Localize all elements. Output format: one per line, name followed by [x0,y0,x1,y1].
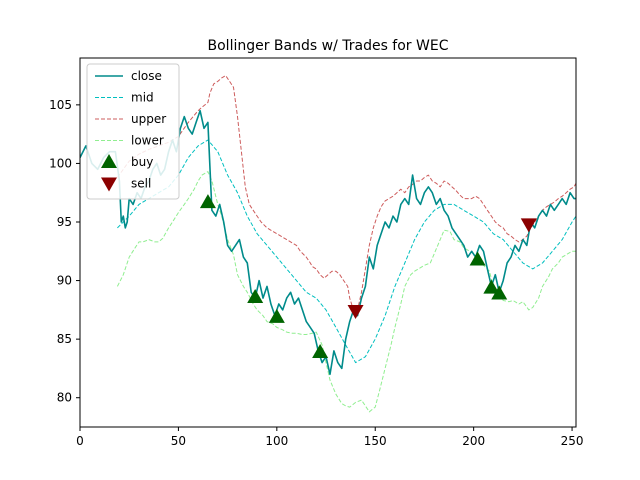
series-mid-line [117,139,576,364]
x-axis: 0 50 100 150 200 250 [76,427,584,448]
series-lower-line [116,171,576,413]
legend-swatch-sell [101,177,117,192]
buy-marker [199,194,216,209]
y-tick-label: 105 [49,98,72,112]
legend-label-sell: sell [131,177,151,191]
x-tick-label: 200 [462,434,485,448]
legend: close mid upper lower buy sell [86,63,180,200]
legend-label-buy: buy [131,155,153,169]
series-upper-line [116,75,576,319]
y-tick-label: 90 [57,274,72,288]
sell-marker [520,218,537,233]
y-tick-label: 95 [57,215,72,229]
x-tick-label: 250 [561,434,584,448]
plot-frame [79,57,577,428]
x-tick-label: 50 [171,434,186,448]
y-tick-label: 85 [57,332,72,346]
legend-label-mid: mid [131,91,154,105]
sell-marker [347,305,364,320]
y-tick-label: 80 [57,391,72,405]
buy-marker [312,344,329,359]
x-tick-label: 150 [364,434,387,448]
buy-marker [247,288,264,303]
buy-marker [483,279,500,294]
legend-label-close: close [131,69,162,83]
y-tick-label: 100 [49,156,72,170]
legend-swatch-buy [101,154,117,168]
buy-marker [491,285,508,300]
buy-marker [268,308,285,323]
y-axis: 80 85 90 95 100 105 [49,98,80,405]
chart-title: Bollinger Bands w/ Trades for WEC [208,38,449,54]
legend-label-upper: upper [131,112,166,126]
marker-layer [199,194,537,359]
x-tick-label: 100 [265,434,288,448]
x-tick-label: 0 [76,434,84,448]
buy-marker [469,251,486,266]
legend-label-lower: lower [131,134,164,148]
